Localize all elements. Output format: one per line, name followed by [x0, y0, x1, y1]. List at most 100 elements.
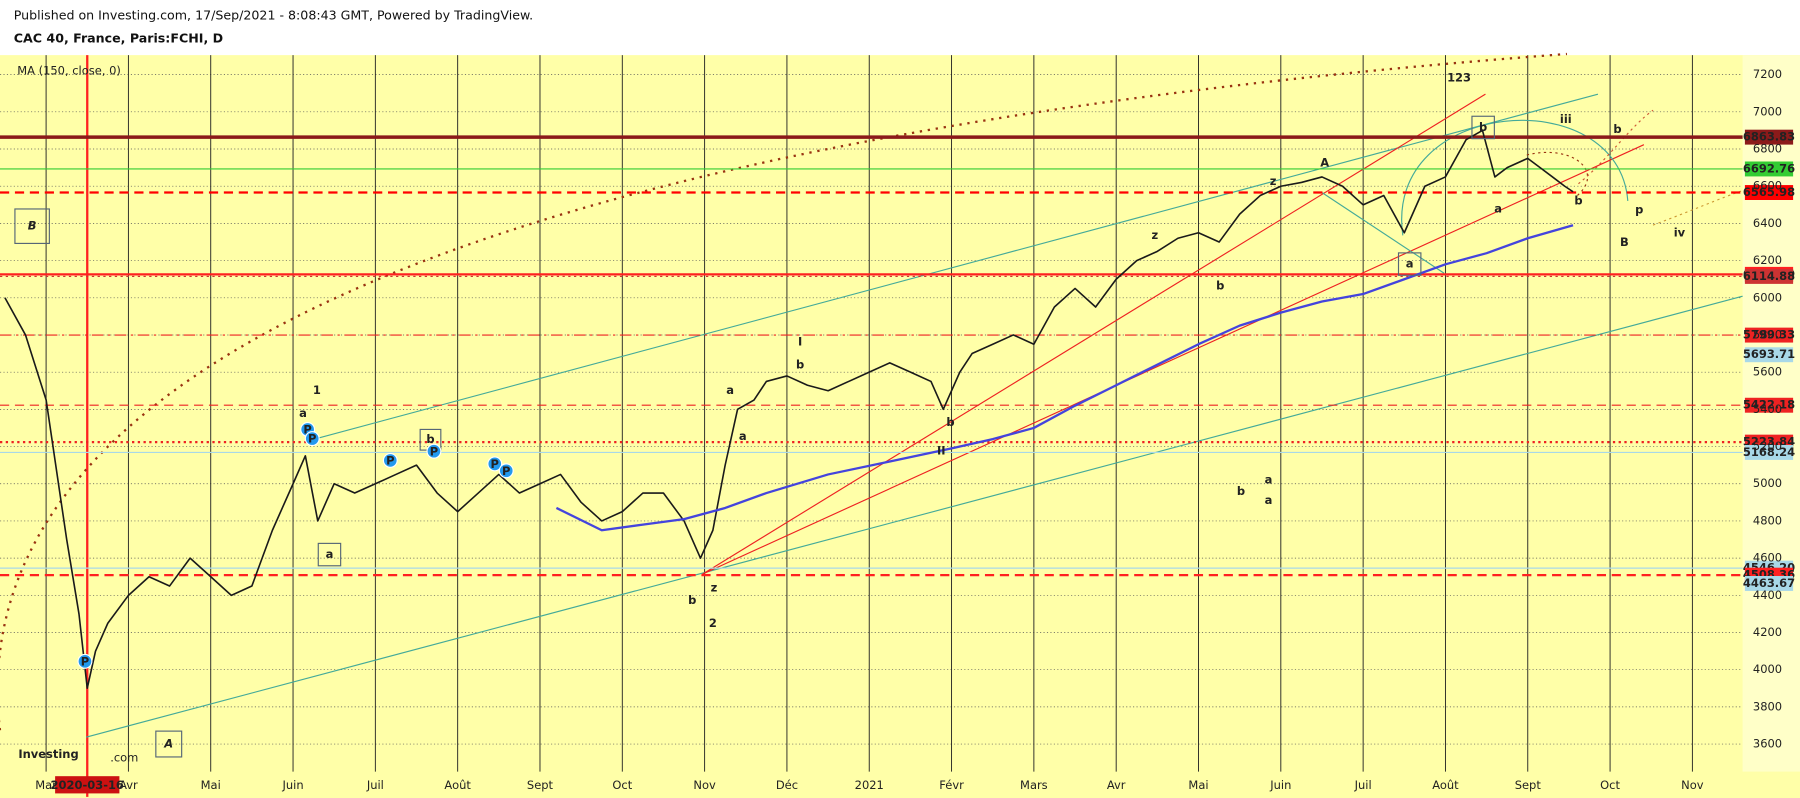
level-label-bg	[1744, 576, 1794, 591]
subtitle: Published on Investing.com, 17/Sep/2021 …	[14, 8, 533, 23]
signal-marker-label: P	[491, 457, 499, 471]
wave-label: 1	[313, 383, 321, 397]
wave-label: b	[1479, 120, 1487, 134]
signal-marker	[498, 463, 514, 479]
wave-label: a	[326, 547, 334, 561]
axes: 3600 3800 4000 4200 4400 4600 4800 5000 5200 5400…	[35, 67, 1782, 794]
x-tick-label: Nov	[1681, 778, 1704, 792]
plot	[4, 129, 1574, 690]
level-label-bg	[1744, 161, 1794, 177]
x-tick-label: Nov	[693, 778, 716, 792]
level-label-bg	[1744, 444, 1794, 460]
wave-label: B	[28, 219, 37, 233]
level-label-bg	[1744, 268, 1794, 284]
annotation-box	[14, 208, 50, 244]
annotation-box	[155, 730, 183, 758]
y-tick-label: 6400	[1753, 216, 1782, 230]
wave-label: b	[1237, 484, 1245, 498]
signal-marker-label: P	[386, 454, 394, 468]
x-tick-label: 2021	[855, 778, 884, 792]
y-tick-label: 6600	[1753, 179, 1782, 193]
x-tick-label: Mars	[1020, 778, 1048, 792]
x-tick-label: Oct	[1600, 778, 1620, 792]
x-tick-label: Juin	[1269, 778, 1291, 792]
wave-label: I	[798, 335, 802, 349]
level-label: 5168.24	[1743, 445, 1795, 459]
wave-label: a	[299, 406, 307, 420]
y-tick-label: 5600	[1753, 365, 1782, 379]
x-tick-label: Sept	[527, 778, 554, 792]
levels: 6863.836692.766565.986125.996114.885799.…	[0, 130, 1795, 591]
level-label: 6692.76	[1743, 161, 1795, 175]
wave-label: a	[1494, 201, 1502, 215]
level-label: 4463.67	[1743, 576, 1795, 590]
wave-label: 123	[1447, 71, 1471, 85]
wave-label: b	[688, 593, 696, 607]
wave-label: a	[1265, 493, 1273, 507]
wave-label: p	[1635, 203, 1643, 217]
signal-marker-label: P	[430, 444, 438, 458]
y-tick-label: 5200	[1753, 439, 1782, 453]
x-tick-label: Mai	[1188, 778, 1208, 792]
x-tick-label: Juil	[1354, 778, 1372, 792]
annotation-box	[317, 542, 342, 567]
wave-label: A	[163, 737, 173, 751]
level-label: 6863.83	[1743, 130, 1795, 144]
wave-label: z	[711, 580, 718, 594]
level-label-bg	[1744, 185, 1794, 201]
level-label: 6114.88	[1743, 269, 1795, 283]
series-line	[555, 224, 1574, 532]
y-tick-label: 6800	[1753, 142, 1782, 156]
y-tick-label: 5400	[1753, 402, 1782, 416]
watermark: Investing	[18, 747, 78, 761]
wave-label: z	[1152, 228, 1159, 242]
signal-marker	[304, 431, 320, 447]
crosshair-label: 2020-03-16	[51, 778, 124, 792]
watermark-suffix: .com	[110, 750, 138, 764]
series-line	[4, 129, 1574, 690]
y-tick-label: 7200	[1753, 67, 1782, 81]
level-label-bg	[1744, 347, 1794, 363]
signal-marker	[487, 456, 503, 472]
trend-line	[307, 93, 1599, 442]
x-tick-label: Mai	[201, 778, 221, 792]
level-label-bg	[1744, 129, 1794, 145]
indicator-label: MA (150, close, 0)	[17, 64, 121, 78]
plot-background	[0, 55, 1800, 798]
wave-label: b	[796, 358, 804, 372]
wave-label: z	[1270, 174, 1277, 188]
signal-marker	[426, 443, 442, 459]
trend-line	[85, 295, 1743, 738]
signal-marker-label: P	[502, 464, 510, 478]
annotation-box	[1471, 115, 1495, 140]
y-tick-label: 6000	[1753, 290, 1782, 304]
level-label: 5422.18	[1743, 398, 1795, 412]
y-tick-label: 4200	[1753, 625, 1782, 639]
arc	[1652, 190, 1743, 226]
signal-marker-label: P	[308, 432, 316, 446]
wave-label: iv	[1674, 226, 1686, 240]
y-tick-label: 6200	[1753, 253, 1782, 267]
level-label: 6565.98	[1743, 185, 1795, 199]
x-tick-label: Oct	[612, 778, 632, 792]
x-tick-label: Avr	[1107, 778, 1126, 792]
annotation-box	[1397, 252, 1422, 276]
y-tick-label: 4600	[1753, 551, 1782, 565]
trend-line	[1322, 192, 1445, 274]
wave-label: a	[1406, 257, 1414, 271]
wave-label: b	[1613, 122, 1621, 136]
signal-marker	[382, 452, 398, 468]
x-tick-label: Avr	[119, 778, 138, 792]
signal-marker-label: P	[81, 654, 89, 668]
x-tick-label: Juin	[281, 778, 303, 792]
wave-label: 2	[709, 616, 717, 630]
signal-marker-label: P	[303, 423, 311, 437]
wave-label: A	[1320, 156, 1329, 170]
y-tick-label: 4400	[1753, 588, 1782, 602]
wave-label: b	[946, 415, 954, 429]
arc	[1401, 119, 1629, 236]
x-tick-label: Févr	[939, 778, 964, 792]
wave-label: a	[726, 383, 734, 397]
trend-line	[702, 144, 1645, 575]
